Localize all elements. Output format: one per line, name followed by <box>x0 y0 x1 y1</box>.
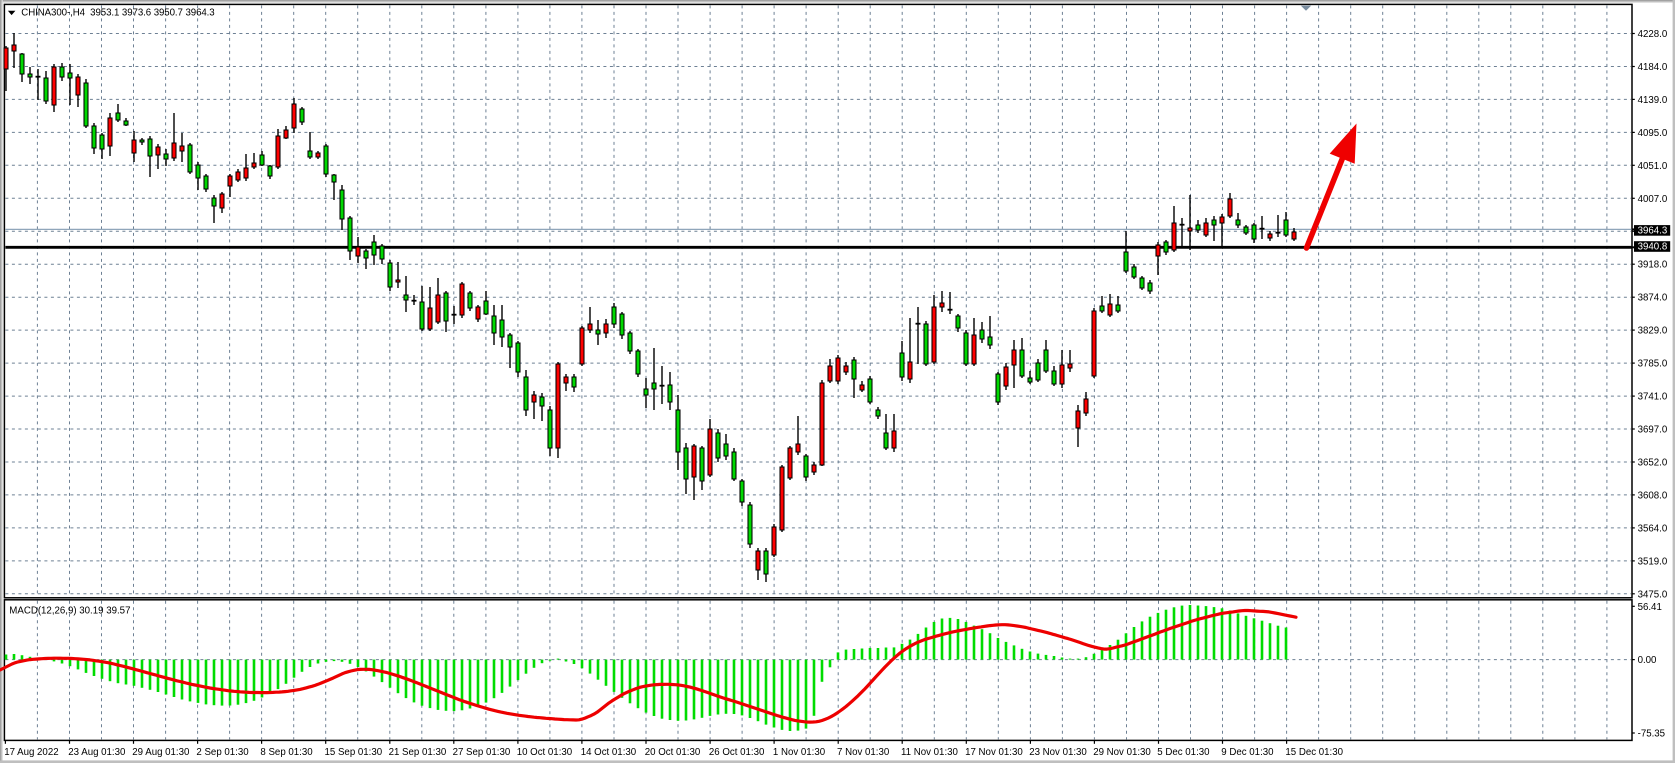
svg-text:3940.8: 3940.8 <box>1638 241 1668 252</box>
svg-text:8 Sep 01:30: 8 Sep 01:30 <box>260 747 313 758</box>
svg-text:10 Oct 01:30: 10 Oct 01:30 <box>517 747 573 758</box>
svg-text:15 Dec 01:30: 15 Dec 01:30 <box>1285 747 1343 758</box>
svg-text:23 Aug 01:30: 23 Aug 01:30 <box>68 747 126 758</box>
svg-text:3564.0: 3564.0 <box>1638 523 1668 534</box>
svg-text:3964.3: 3964.3 <box>1638 225 1668 236</box>
svg-text:3652.0: 3652.0 <box>1638 458 1668 469</box>
svg-text:4007.0: 4007.0 <box>1638 194 1668 205</box>
svg-text:29 Nov 01:30: 29 Nov 01:30 <box>1093 747 1151 758</box>
svg-text:3785.0: 3785.0 <box>1638 359 1668 370</box>
svg-text:3918.0: 3918.0 <box>1638 260 1668 271</box>
svg-text:9 Dec 01:30: 9 Dec 01:30 <box>1221 747 1274 758</box>
svg-text:4051.0: 4051.0 <box>1638 161 1668 172</box>
svg-text:14 Oct 01:30: 14 Oct 01:30 <box>581 747 637 758</box>
svg-text:1 Nov 01:30: 1 Nov 01:30 <box>773 747 826 758</box>
svg-text:3519.0: 3519.0 <box>1638 556 1668 567</box>
svg-text:5 Dec 01:30: 5 Dec 01:30 <box>1157 747 1210 758</box>
svg-text:15 Sep 01:30: 15 Sep 01:30 <box>325 747 383 758</box>
svg-text:17 Nov 01:30: 17 Nov 01:30 <box>965 747 1023 758</box>
svg-text:29 Aug 01:30: 29 Aug 01:30 <box>132 747 190 758</box>
svg-text:MACD(12,26,9) 30.19 39.57: MACD(12,26,9) 30.19 39.57 <box>9 606 130 617</box>
svg-text:11 Nov 01:30: 11 Nov 01:30 <box>901 747 959 758</box>
svg-text:17 Aug 2022: 17 Aug 2022 <box>4 747 58 758</box>
svg-text:4095.0: 4095.0 <box>1638 128 1668 139</box>
svg-text:3829.0: 3829.0 <box>1638 326 1668 337</box>
svg-text:4228.0: 4228.0 <box>1638 29 1668 40</box>
svg-text:4139.0: 4139.0 <box>1638 95 1668 106</box>
svg-text:3874.0: 3874.0 <box>1638 293 1668 304</box>
svg-text:CHINA300-,H4 3953.1 3973.6 39: CHINA300-,H4 3953.1 3973.6 3950.7 3964.3 <box>21 8 214 19</box>
svg-text:20 Oct 01:30: 20 Oct 01:30 <box>645 747 701 758</box>
svg-text:3475.0: 3475.0 <box>1638 589 1668 600</box>
svg-text:3608.0: 3608.0 <box>1638 490 1668 501</box>
svg-text:21 Sep 01:30: 21 Sep 01:30 <box>389 747 447 758</box>
svg-text:56.41: 56.41 <box>1638 602 1662 613</box>
svg-text:3697.0: 3697.0 <box>1638 425 1668 436</box>
svg-text:-75.35: -75.35 <box>1638 729 1665 740</box>
svg-text:3741.0: 3741.0 <box>1638 392 1668 403</box>
svg-text:27 Sep 01:30: 27 Sep 01:30 <box>453 747 511 758</box>
svg-text:23 Nov 01:30: 23 Nov 01:30 <box>1029 747 1087 758</box>
svg-text:26 Oct 01:30: 26 Oct 01:30 <box>709 747 765 758</box>
svg-text:7 Nov 01:30: 7 Nov 01:30 <box>837 747 890 758</box>
svg-text:0.00: 0.00 <box>1638 655 1657 666</box>
svg-text:4184.0: 4184.0 <box>1638 62 1668 73</box>
svg-text:2 Sep 01:30: 2 Sep 01:30 <box>196 747 249 758</box>
